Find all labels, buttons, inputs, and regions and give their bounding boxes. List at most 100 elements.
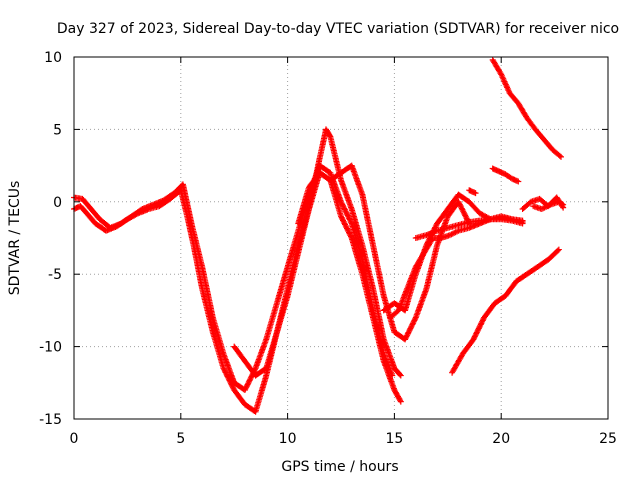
x-tick-label: 25 (599, 431, 617, 447)
data-point (359, 256, 376, 312)
data-point (370, 307, 387, 356)
data-point (491, 293, 508, 307)
series-arc-13 (530, 198, 567, 212)
data-point (506, 90, 521, 106)
data-point (534, 257, 550, 270)
data-point (387, 308, 401, 321)
tick-labels: 0 5 10 15 20 25 10 5 0 -5 -10 -15 (39, 50, 617, 447)
series-arc-1 (71, 169, 404, 415)
data-point (397, 398, 404, 405)
data-point (498, 71, 513, 95)
data-point (263, 330, 280, 372)
series-arc-11 (466, 187, 479, 197)
data-point (560, 201, 567, 208)
data-point (306, 171, 322, 191)
data-point (508, 175, 520, 184)
data-point (370, 285, 387, 341)
data-point (220, 350, 237, 385)
x-tick-label: 20 (492, 431, 510, 447)
data-point (284, 251, 301, 299)
y-tick-label: 5 (53, 122, 62, 138)
axis-ticks (73, 56, 609, 420)
data-point (502, 171, 514, 181)
data-point (466, 187, 478, 196)
data-point (128, 206, 145, 220)
series-arc-3 (231, 126, 404, 379)
data-point (455, 191, 471, 204)
data-point (348, 162, 365, 197)
data-point (513, 272, 529, 285)
data-point (434, 207, 450, 227)
data-point (389, 372, 396, 379)
data-point (412, 287, 429, 321)
series-arc-8 (449, 246, 562, 376)
x-tick-label: 15 (385, 431, 403, 447)
data-point (391, 365, 403, 378)
data-point (391, 387, 404, 404)
data-point (489, 56, 504, 77)
data-point (502, 279, 519, 299)
data-point (545, 247, 561, 263)
data-point (77, 203, 89, 216)
data-point (209, 329, 227, 370)
data-point (423, 243, 440, 292)
data-point (338, 198, 354, 226)
y-axis-label: SDTVAR / TECUs (7, 181, 23, 296)
data-point (295, 185, 312, 227)
data-point (395, 287, 410, 314)
data-point (555, 246, 562, 253)
data-point (523, 114, 538, 132)
data-point (359, 191, 376, 247)
data-point (359, 242, 376, 291)
y-tick-label: -5 (48, 267, 62, 283)
data-point (338, 177, 355, 211)
data-point (532, 126, 546, 142)
data-point (404, 265, 419, 292)
data-point (273, 265, 291, 307)
data-point (323, 126, 333, 139)
y-tick-label: 0 (53, 195, 62, 211)
data-series (71, 56, 567, 415)
data-point (199, 285, 216, 334)
data-point (263, 301, 280, 343)
data-point (338, 213, 354, 240)
data-point (79, 195, 94, 211)
data-point (470, 316, 487, 343)
data-point (412, 232, 428, 241)
x-axis-label: GPS time / hours (281, 459, 398, 475)
data-point (519, 217, 526, 224)
data-point (538, 202, 552, 212)
data-point (558, 153, 565, 160)
plot-frame (73, 56, 609, 420)
data-point (179, 181, 195, 225)
data-point (273, 294, 291, 336)
data-point (188, 220, 205, 269)
data-point (402, 316, 419, 343)
data-point (160, 190, 177, 204)
data-point (402, 272, 419, 314)
y-tick-label: 10 (44, 50, 62, 66)
data-point (252, 366, 269, 379)
data-point (466, 198, 482, 216)
chart-title: Day 327 of 2023, Sidereal Day-to-day VTE… (57, 21, 619, 37)
data-point (252, 337, 269, 372)
data-point (118, 214, 134, 227)
data-point (370, 242, 387, 298)
data-point (515, 100, 530, 120)
data-point (472, 190, 479, 197)
data-point (459, 337, 476, 357)
data-point (348, 235, 365, 276)
data-point (515, 178, 522, 185)
data-point (327, 170, 343, 184)
series-arc-10 (489, 165, 522, 185)
series-arc-9 (489, 56, 565, 160)
data-point (481, 301, 497, 321)
series-arc-7 (412, 214, 526, 241)
x-tick-label: 5 (176, 431, 185, 447)
data-point (231, 343, 247, 363)
data-point (519, 199, 533, 212)
data-point (295, 207, 312, 256)
series-arc-4 (295, 162, 473, 343)
data-point (348, 220, 365, 262)
data-point (231, 387, 247, 407)
